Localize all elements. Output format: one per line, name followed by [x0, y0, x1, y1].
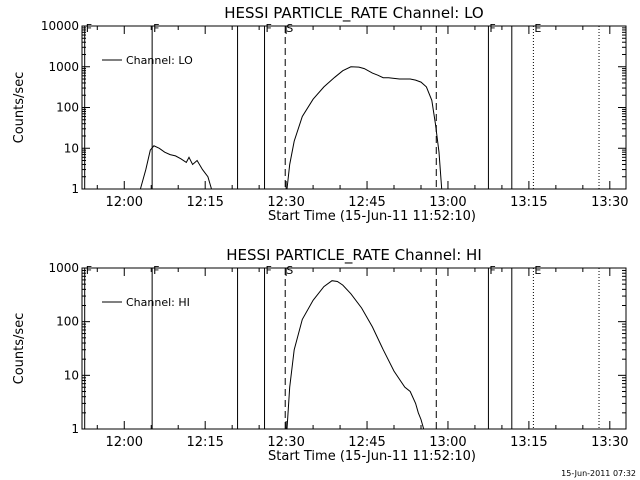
plot-frame — [81, 267, 627, 430]
footer-timestamp: 15-Jun-2011 07:32 — [561, 469, 636, 478]
y-axis-label: Counts/sec — [12, 72, 27, 144]
annotation-label: S — [286, 264, 293, 277]
x-tick-label: 12:30 — [267, 435, 304, 450]
annotation-label: F — [266, 264, 272, 277]
annotation-label: E — [534, 264, 541, 277]
y-tick-label: 1000 — [48, 261, 79, 275]
annotation-label: S — [286, 22, 293, 35]
annotation-label: F — [153, 264, 159, 277]
y-tick-label: 100 — [56, 315, 79, 329]
annotation-label: E — [534, 22, 541, 35]
x-tick-label: 13:15 — [510, 435, 547, 450]
x-tick-label: 13:30 — [591, 195, 628, 210]
y-tick-label: 1 — [71, 182, 79, 196]
x-tick-label: 12:00 — [106, 195, 143, 210]
annotation-label: F — [86, 264, 92, 277]
series-line — [286, 66, 443, 190]
series-line — [139, 145, 212, 190]
annotation-label: F — [489, 22, 495, 35]
x-tick-label: 13:00 — [429, 435, 466, 450]
annotation-label: F — [489, 264, 495, 277]
series-line — [286, 280, 425, 430]
annotation-label: F — [86, 22, 92, 35]
x-tick-label: 12:15 — [186, 195, 223, 210]
annotation-label: F — [266, 22, 272, 35]
x-axis-label: Start Time (15-Jun-11 11:52:10) — [268, 209, 476, 224]
y-axis-label: Counts/sec — [12, 313, 27, 385]
chart-panel-2: HESSI PARTICLE_RATE Channel: HI 1 10 100 100… — [12, 246, 629, 464]
y-tick-label: 1000 — [48, 60, 79, 74]
annotation-label: F — [153, 22, 159, 35]
y-tick-label: 1 — [71, 422, 79, 436]
y-tick-label: 10000 — [41, 19, 79, 33]
x-tick-label: 12:45 — [348, 435, 385, 450]
x-tick-label: 13:15 — [510, 195, 547, 210]
plot-frame — [81, 25, 627, 190]
x-tick-label: 13:30 — [591, 435, 628, 450]
x-axis-label: Start Time (15-Jun-11 11:52:10) — [268, 449, 476, 464]
y-tick-label: 10 — [64, 141, 79, 155]
x-tick-label: 12:00 — [106, 435, 143, 450]
chart-panel-1: HESSI PARTICLE_RATE Channel: LO 1 10 100 100… — [12, 4, 629, 224]
chart-title: HESSI PARTICLE_RATE Channel: LO — [224, 4, 483, 23]
legend-label: Channel: LO — [126, 54, 193, 67]
x-tick-label: 12:45 — [348, 195, 385, 210]
x-tick-label: 13:00 — [429, 195, 466, 210]
x-tick-label: 12:15 — [186, 435, 223, 450]
y-tick-label: 10 — [64, 368, 79, 382]
legend-label: Channel: HI — [126, 296, 190, 309]
chart-title: HESSI PARTICLE_RATE Channel: HI — [226, 246, 482, 265]
y-tick-label: 100 — [56, 101, 79, 115]
x-tick-label: 12:30 — [267, 195, 304, 210]
